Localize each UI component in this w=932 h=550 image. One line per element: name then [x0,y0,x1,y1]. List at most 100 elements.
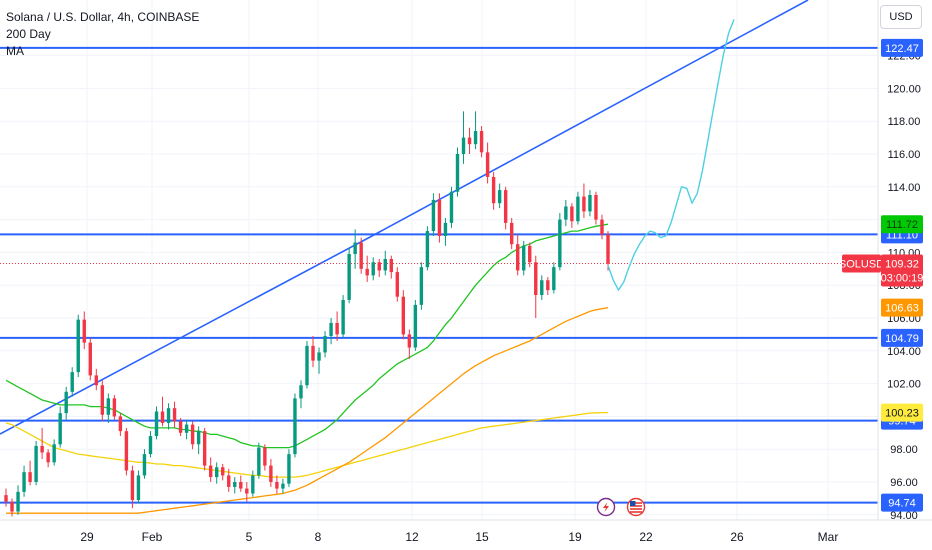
flag-stripe [630,508,642,510]
candle [52,439,56,466]
candle [600,214,604,240]
level-price-tag-bg [881,38,923,57]
candle [136,470,141,504]
candle [522,240,526,276]
time-axis-tick[interactable]: 5 [246,530,253,544]
candle-body [106,398,111,415]
candle-body [233,482,237,487]
candle-body [353,242,357,255]
candle-body [46,452,50,463]
candle [383,250,387,276]
candle [16,485,20,515]
candle [172,401,177,428]
time-axis-tick[interactable]: Feb [142,530,163,544]
candle-body [317,352,321,361]
candle [491,172,496,210]
time-axis[interactable]: 29 Feb 5 8 12 15 19 22 26 Mar [80,530,838,544]
candle [124,427,129,476]
candle-body [606,234,610,264]
candle [208,457,213,482]
candle [570,203,574,228]
trendline[interactable] [371,0,809,237]
candle [473,111,478,150]
candle-body [546,280,550,291]
time-axis-tick[interactable]: 22 [639,530,653,544]
candle [178,418,183,437]
candle-body [184,424,189,433]
candle [245,482,249,502]
time-axis-tick[interactable]: 12 [405,530,419,544]
moving-averages [0,223,878,514]
time-axis-tick[interactable]: 8 [315,530,322,544]
candle-body [431,199,436,232]
price-axis-tick[interactable]: 120.00 [887,83,921,95]
projection-line[interactable] [607,19,735,291]
level-price-tag: 122.47 [881,38,923,57]
candle [40,427,44,460]
candle [329,318,333,345]
candle [401,290,406,340]
price-axis-tick[interactable]: 102.00 [887,379,921,391]
price-axis-tick[interactable]: 114.00 [888,182,921,194]
candle [118,413,123,437]
price-axis-tick[interactable]: 104.00 [887,346,921,358]
price-axis-tick[interactable]: 98.00 [890,444,918,456]
candle [371,257,375,281]
candle [233,477,237,494]
candle-body [148,436,153,455]
candle [516,234,520,276]
time-axis-tick[interactable]: 19 [568,530,582,544]
currency-button[interactable]: USD [880,5,922,29]
candle-body [479,131,484,153]
price-axis-tick[interactable]: 118.00 [888,116,921,128]
level-price-tag-bg [881,328,923,347]
event-icons[interactable] [596,497,646,517]
lightning-icon[interactable] [596,497,616,517]
candle-body [58,413,62,445]
projection-path[interactable] [607,19,735,291]
us-flag-icon[interactable] [626,497,646,517]
candle-body [281,483,285,489]
candle-body [473,131,478,145]
candle-body [118,416,123,432]
price-axis-tick[interactable]: 116.00 [888,149,921,161]
candle [317,347,321,374]
candle-body [341,299,345,335]
candle-body [503,190,508,223]
candle-body [287,454,291,484]
countdown-text: 03:00:19 [881,273,924,285]
trendlines[interactable] [0,0,809,435]
horizontal-levels[interactable] [0,46,878,504]
candle [190,421,195,450]
candle-body [202,431,207,466]
candle-body [588,195,592,212]
price-axis-tick[interactable]: 96.00 [890,477,918,489]
candle [28,460,32,486]
level-price-tag-text: 104.79 [885,333,919,345]
candle [576,191,580,225]
candle [130,465,135,509]
time-axis-tick[interactable]: 15 [475,530,489,544]
candle-body [485,152,490,177]
candle [540,275,544,300]
candle-body [425,231,430,268]
candle [552,262,556,294]
time-axis-tick[interactable]: 29 [80,530,94,544]
candle [22,465,26,497]
candle-body [239,482,243,489]
candle-body [269,465,273,482]
time-axis-tick[interactable]: 26 [730,530,744,544]
level-price-tag-text: 94.74 [888,498,916,510]
flag-stripe [630,502,642,504]
candle-body [34,445,38,482]
time-axis-tick[interactable]: Mar [818,530,839,544]
candle [497,183,502,209]
candle [82,311,86,350]
trendline[interactable] [0,235,373,435]
candle [112,395,117,420]
candle [509,217,514,250]
candle-body [16,491,20,512]
price-axis-tick[interactable]: 94.00 [890,510,918,522]
candle-body [40,445,44,453]
